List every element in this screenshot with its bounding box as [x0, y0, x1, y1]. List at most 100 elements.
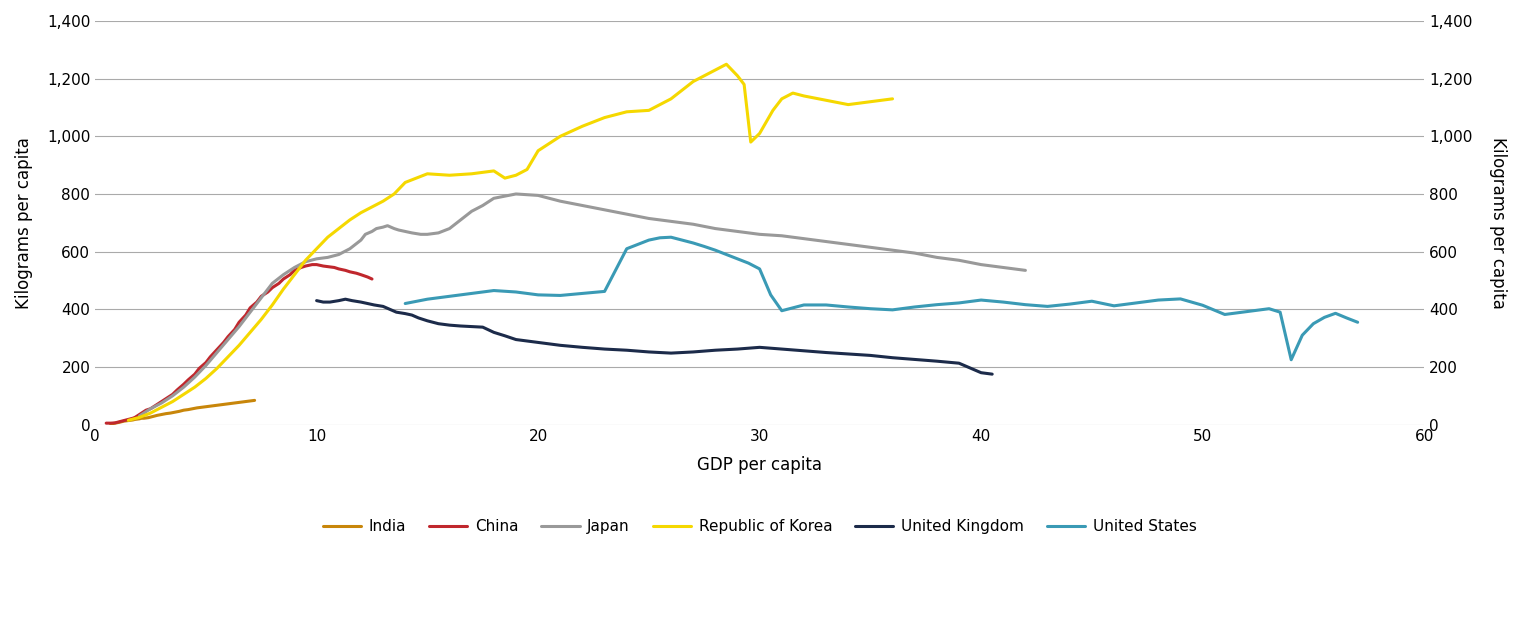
Japan — [861, 244, 880, 251]
India — [132, 415, 151, 422]
United Kingdom — [618, 347, 636, 354]
Japan — [1017, 266, 1035, 274]
Y-axis label: Kilograms per capita: Kilograms per capita — [1489, 137, 1507, 308]
India — [126, 415, 145, 423]
X-axis label: GDP per capita: GDP per capita — [697, 455, 822, 474]
United States — [396, 300, 414, 307]
United Kingdom — [662, 349, 680, 357]
United Kingdom — [595, 345, 613, 353]
Japan — [131, 412, 149, 420]
Republic of Korea — [507, 172, 525, 179]
India — [184, 405, 202, 413]
Republic of Korea — [717, 60, 735, 68]
India — [180, 406, 198, 413]
United Kingdom — [530, 338, 548, 346]
India — [187, 404, 205, 411]
India — [102, 420, 120, 428]
India — [219, 400, 237, 408]
United Kingdom — [517, 337, 536, 345]
India — [142, 413, 160, 421]
United Kingdom — [307, 297, 326, 305]
Japan — [186, 373, 204, 381]
United States — [750, 265, 769, 273]
India — [143, 413, 161, 420]
India — [107, 419, 125, 427]
United Kingdom — [983, 370, 1001, 378]
United Kingdom — [574, 343, 592, 351]
United States — [662, 233, 680, 241]
India — [131, 415, 149, 423]
United Kingdom — [794, 347, 813, 355]
India — [146, 412, 164, 420]
United Kingdom — [773, 345, 791, 353]
Republic of Korea — [341, 216, 359, 224]
Republic of Korea — [729, 72, 747, 80]
United Kingdom — [973, 369, 991, 377]
Republic of Korea — [883, 95, 901, 102]
India — [135, 415, 154, 422]
India — [111, 418, 129, 426]
India — [166, 408, 184, 416]
Legend: India, China, Japan, Republic of Korea, United Kingdom, United States: India, China, Japan, Republic of Korea, … — [317, 513, 1202, 540]
India — [192, 403, 210, 411]
India — [228, 399, 247, 406]
United States — [1304, 320, 1323, 328]
United Kingdom — [706, 347, 724, 354]
India — [210, 401, 228, 409]
China — [114, 417, 132, 424]
United Kingdom — [342, 297, 361, 305]
India — [152, 411, 170, 418]
Republic of Korea — [551, 132, 569, 140]
United Kingdom — [330, 297, 349, 305]
China — [362, 275, 380, 283]
India — [161, 409, 180, 417]
United Kingdom — [496, 332, 514, 340]
Republic of Korea — [131, 413, 149, 421]
China — [209, 346, 227, 354]
Line: Japan: Japan — [140, 194, 1026, 416]
United Kingdom — [683, 348, 702, 356]
Line: United States: United States — [405, 237, 1358, 360]
United Kingdom — [365, 301, 384, 308]
China — [303, 261, 321, 268]
China — [135, 408, 154, 415]
United Kingdom — [639, 348, 658, 356]
India — [139, 414, 157, 422]
United Kingdom — [928, 357, 947, 365]
United Kingdom — [463, 322, 481, 330]
United Kingdom — [729, 345, 747, 353]
Republic of Korea — [595, 114, 613, 121]
United Kingdom — [359, 300, 377, 307]
Japan — [507, 190, 525, 198]
Japan — [411, 230, 429, 238]
India — [205, 402, 224, 410]
United Kingdom — [452, 322, 470, 330]
United Kingdom — [380, 305, 399, 313]
Republic of Korea — [119, 417, 137, 424]
United Kingdom — [861, 352, 880, 359]
India — [148, 411, 166, 419]
United Kingdom — [540, 340, 559, 348]
India — [170, 408, 189, 415]
India — [123, 416, 142, 424]
United Kingdom — [403, 311, 422, 319]
United Kingdom — [551, 342, 569, 349]
United Kingdom — [429, 320, 447, 328]
United Kingdom — [352, 298, 370, 306]
India — [201, 403, 219, 410]
India — [119, 417, 137, 424]
India — [175, 406, 193, 414]
United Kingdom — [839, 350, 857, 358]
United Kingdom — [750, 343, 769, 351]
India — [157, 410, 175, 417]
United Kingdom — [473, 323, 492, 331]
Japan — [307, 255, 326, 263]
United Kingdom — [440, 321, 458, 329]
Line: Republic of Korea: Republic of Korea — [128, 64, 892, 420]
China — [97, 419, 116, 427]
India — [215, 401, 233, 408]
India — [236, 398, 254, 405]
Japan — [484, 195, 502, 202]
United Kingdom — [817, 349, 836, 356]
United Kingdom — [507, 336, 525, 343]
